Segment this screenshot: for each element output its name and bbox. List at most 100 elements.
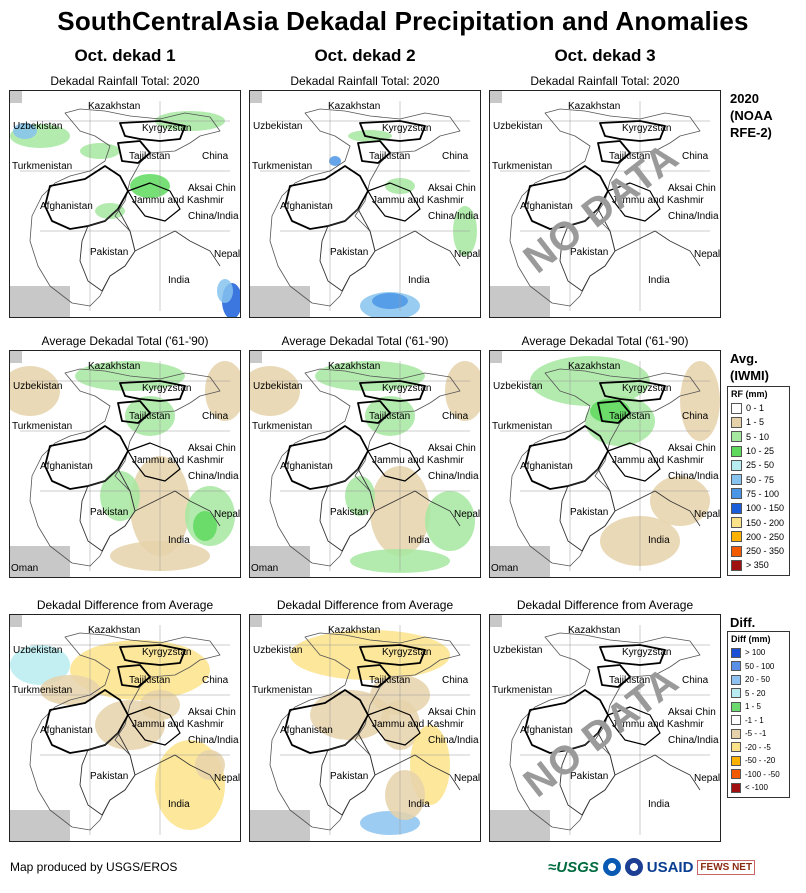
map-label-turkmenistan: Turkmenistan bbox=[252, 421, 313, 432]
map-label-china-india: China/India bbox=[668, 471, 719, 482]
kyrgyzstan-border bbox=[599, 120, 666, 142]
map-label-aksai-chin: Aksai Chin bbox=[668, 183, 716, 194]
legend-label: -100 - -50 bbox=[745, 769, 780, 779]
province-borders bbox=[20, 361, 230, 571]
india-border bbox=[134, 490, 221, 527]
map-label-china-india: China/India bbox=[428, 735, 479, 746]
legend-label: > 100 bbox=[745, 648, 766, 658]
map-label-china-india: China/India bbox=[668, 735, 719, 746]
map-label-china-india: China/India bbox=[428, 471, 479, 482]
province-borders bbox=[500, 361, 710, 571]
precip-shade bbox=[329, 156, 341, 166]
precip-shade bbox=[680, 361, 720, 441]
precip-shade bbox=[95, 203, 125, 219]
map-label-uzbekistan: Uzbekistan bbox=[493, 645, 543, 656]
map-label-nepal: Nepal bbox=[694, 249, 721, 260]
tajikistan-border bbox=[597, 400, 631, 424]
precip-shade bbox=[365, 396, 415, 436]
legend-swatch bbox=[731, 661, 741, 672]
map-label-uzbekistan: Uzbekistan bbox=[13, 381, 63, 392]
rf-legend-item: 75 - 100 bbox=[731, 487, 786, 501]
sea-area bbox=[250, 546, 310, 577]
kyrgyzstan-border bbox=[599, 644, 666, 666]
map-label-kyrgyzstan: Kyrgyzstan bbox=[622, 647, 672, 658]
kyrgyzstan-border bbox=[599, 380, 666, 402]
map-label-china: China bbox=[442, 151, 469, 162]
map-label-kazakhstan: Kazakhstan bbox=[88, 101, 141, 112]
usaid-seal-icon bbox=[624, 858, 643, 876]
sea-area bbox=[10, 615, 22, 627]
map-label-pakistan: Pakistan bbox=[570, 507, 609, 518]
precip-shade bbox=[445, 361, 480, 421]
legend-swatch bbox=[731, 445, 742, 457]
precip-shade bbox=[650, 476, 710, 526]
precip-shade bbox=[40, 675, 100, 705]
diff-legend-item: -5 - -1 bbox=[731, 727, 786, 741]
pakistan-border bbox=[79, 732, 136, 816]
legend-label: 25 - 50 bbox=[746, 460, 775, 471]
rf-legend-item: 25 - 50 bbox=[731, 458, 786, 472]
rf-legend-item: 1 - 5 bbox=[731, 415, 786, 429]
precip-shade bbox=[250, 366, 300, 416]
map-label-afghanistan: Afghanistan bbox=[520, 725, 573, 736]
map-label-turkmenistan: Turkmenistan bbox=[12, 685, 73, 696]
map-label-india: India bbox=[168, 799, 190, 810]
sea-area bbox=[250, 286, 310, 317]
legend-swatch bbox=[731, 431, 742, 443]
map-canvas bbox=[10, 615, 230, 841]
map-label-tajikistan: Tajikistan bbox=[129, 151, 171, 162]
india-border bbox=[614, 230, 701, 267]
sea-area bbox=[490, 351, 502, 363]
legend-swatch bbox=[731, 688, 741, 699]
map-label-tajikistan: Tajikistan bbox=[129, 675, 171, 686]
legend-label: 5 - 10 bbox=[746, 431, 770, 442]
rf-legend-item: 200 - 250 bbox=[731, 530, 786, 544]
noaa-logo-icon bbox=[602, 858, 621, 876]
sea-area bbox=[490, 810, 550, 841]
legend-swatch bbox=[731, 488, 742, 500]
map-label-jammu-and-kashmir: Jammu and Kashmir bbox=[372, 719, 464, 730]
map-label-jammu-and-kashmir: Jammu and Kashmir bbox=[612, 719, 704, 730]
map-label-turkmenistan: Turkmenistan bbox=[492, 685, 553, 696]
subtitle-difference-1: Dekadal Difference from Average bbox=[36, 598, 214, 612]
map-label-china-india: China/India bbox=[668, 211, 719, 222]
legend-label: 100 - 150 bbox=[746, 503, 785, 514]
kashmir-border bbox=[367, 706, 421, 746]
map-label-kazakhstan: Kazakhstan bbox=[568, 101, 621, 112]
india-border bbox=[614, 490, 701, 527]
legend-label: 0 - 1 bbox=[746, 403, 765, 414]
legend-swatch bbox=[731, 502, 742, 514]
precip-shade bbox=[100, 471, 140, 521]
row-label-rainfall-line2: (NOAA bbox=[730, 108, 773, 123]
precip-shade bbox=[205, 361, 240, 421]
legend-label: < -100 bbox=[745, 783, 768, 793]
legend-swatch bbox=[731, 728, 741, 739]
map-label-aksai-chin: Aksai Chin bbox=[428, 443, 476, 454]
kyrgyzstan-border bbox=[359, 120, 426, 142]
usgs-logo: ≈USGS bbox=[548, 858, 599, 876]
map-label-kyrgyzstan: Kyrgyzstan bbox=[382, 383, 432, 394]
province-borders bbox=[20, 101, 230, 311]
diff-legend-item: -50 - -20 bbox=[731, 754, 786, 768]
map-label-turkmenistan: Turkmenistan bbox=[12, 421, 73, 432]
province-borders bbox=[260, 625, 470, 835]
precip-shade bbox=[195, 750, 225, 780]
map-label-jammu-and-kashmir: Jammu and Kashmir bbox=[372, 455, 464, 466]
map-label-pakistan: Pakistan bbox=[570, 247, 609, 258]
sea-area bbox=[10, 91, 22, 103]
tajikistan-border bbox=[357, 400, 391, 424]
map-label-aksai-chin: Aksai Chin bbox=[188, 443, 236, 454]
precip-shade bbox=[10, 366, 60, 416]
legend-swatch bbox=[731, 674, 741, 685]
tajikistan-border bbox=[357, 140, 391, 164]
map-label-uzbekistan: Uzbekistan bbox=[253, 645, 303, 656]
map-label-turkmenistan: Turkmenistan bbox=[252, 161, 313, 172]
diff-legend-item: 1 - 5 bbox=[731, 700, 786, 714]
map-label-uzbekistan: Uzbekistan bbox=[253, 121, 303, 132]
kashmir-border bbox=[607, 442, 661, 482]
map-credit: Map produced by USGS/EROS bbox=[10, 860, 178, 874]
rf-legend-item: 100 - 150 bbox=[731, 501, 786, 515]
map-label-china: China bbox=[202, 675, 229, 686]
rf-legend-item: 250 - 350 bbox=[731, 544, 786, 558]
legend-label: 5 - 20 bbox=[745, 688, 766, 698]
